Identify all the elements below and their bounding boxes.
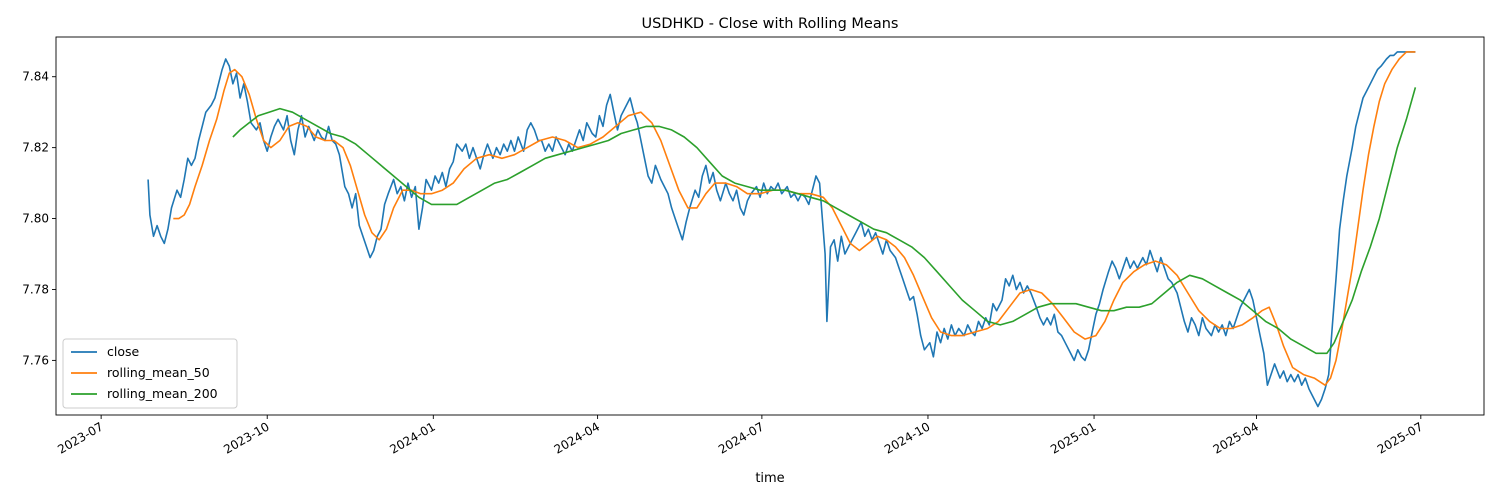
y-tick-label: 7.76 <box>22 353 49 367</box>
y-axis: 7.76 7.78 7.80 7.82 7.84 <box>22 70 56 367</box>
series-layer <box>147 51 1417 408</box>
legend-box <box>62 338 238 409</box>
series-line-rolling_mean_200 <box>232 87 1417 355</box>
y-tick-label: 7.82 <box>22 141 49 155</box>
x-axis: 2023-07 2023-10 2024-01 2024-04 2024-07 2024-… <box>55 415 1425 457</box>
x-tick-label: 2025-07 <box>1375 419 1425 456</box>
x-tick-label: 2024-04 <box>552 419 602 456</box>
chart-title: USDHKD - Close with Rolling Means <box>642 16 899 32</box>
y-tick-label: 7.84 <box>22 70 49 84</box>
legend: close rolling_mean_50 rolling_mean_200 <box>62 338 238 409</box>
x-tick-label: 2024-07 <box>716 419 766 456</box>
x-tick-label: 2024-10 <box>882 419 932 456</box>
legend-label-rolling_mean_50: rolling_mean_50 <box>107 365 210 380</box>
y-tick-label: 7.78 <box>22 282 49 296</box>
series-line-rolling_mean_50 <box>173 51 1416 386</box>
x-tick-label: 2023-10 <box>221 419 271 456</box>
x-tick-label: 2023-07 <box>55 419 105 456</box>
x-axis-label: time <box>755 471 784 486</box>
x-tick-label: 2025-04 <box>1211 419 1261 456</box>
x-tick-label: 2024-01 <box>387 419 437 456</box>
plot-frame <box>55 36 1485 416</box>
legend-label-rolling_mean_200: rolling_mean_200 <box>107 386 218 401</box>
x-tick-label: 2025-01 <box>1048 419 1098 456</box>
series-line-close <box>147 51 1416 408</box>
y-tick-label: 7.80 <box>22 212 49 226</box>
legend-label-close: close <box>107 344 140 359</box>
